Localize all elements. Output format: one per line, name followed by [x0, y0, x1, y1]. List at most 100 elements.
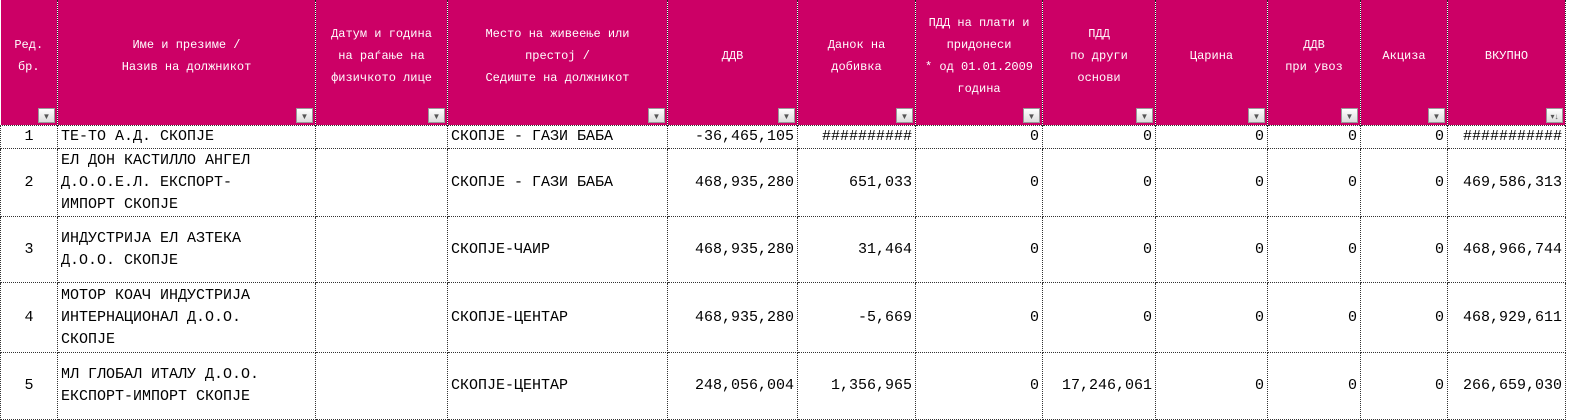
table-row: 2 ЕЛ ДОН КАСТИЛЛО АНГЕЛ Д.О.О.Е.Л. ЕКСПОР… [0, 148, 1566, 217]
filter-dropdown-button[interactable]: ▼ [296, 108, 313, 123]
cell-total[interactable]: 468,929,611 [1447, 282, 1566, 353]
header-label: Датум и година на раѓање на физичкото ли… [331, 26, 432, 85]
cell-profit-tax[interactable]: 31,464 [797, 216, 916, 283]
cell-pit-salaries[interactable]: 0 [915, 125, 1043, 149]
cell-pit-other[interactable]: 0 [1042, 282, 1156, 353]
cell-customs[interactable]: 0 [1155, 125, 1268, 149]
cell-profit-tax[interactable]: -5,669 [797, 282, 916, 353]
header-debtor-name: Име и презиме / Назив на должникот ▼ [57, 0, 316, 126]
cell-pit-other[interactable]: 0 [1042, 216, 1156, 283]
cell-profit-tax[interactable]: 1,356,965 [797, 352, 916, 420]
header-pit-other: ПДД по други основи ▼ [1042, 0, 1156, 126]
cell-customs[interactable]: 0 [1155, 148, 1268, 217]
cell-debtor-name[interactable]: ЕЛ ДОН КАСТИЛЛО АНГЕЛ Д.О.О.Е.Л. ЕКСПОРТ… [57, 148, 316, 217]
cell-debtor-name[interactable]: МЛ ГЛОБАЛ ИТАЛУ Д.О.О. ЕКСПОРТ-ИМПОРТ СК… [57, 352, 316, 420]
cell-customs[interactable]: 0 [1155, 352, 1268, 420]
cell-debtor-name[interactable]: МОТОР КОАЧ ИНДУСТРИЈА ИНТЕРНАЦИОНАЛ Д.О.… [57, 282, 316, 353]
header-profit-tax: Данок на добивка ▼ [797, 0, 916, 126]
cell-customs[interactable]: 0 [1155, 216, 1268, 283]
table-row: 3 ИНДУСТРИЈА ЕЛ АЗТЕКА Д.О.О. СКОПЈЕ СКОПЈ… [0, 216, 1566, 283]
cell-total[interactable]: 469,586,313 [1447, 148, 1566, 217]
header-label: ПДД на плати и придонеси * од 01.01.2009… [924, 15, 1034, 96]
cell-excise[interactable]: 0 [1360, 216, 1448, 283]
cell-import-vat[interactable]: 0 [1267, 216, 1361, 283]
cell-residence[interactable]: СКОПЈЕ-ЦЕНТАР [447, 352, 668, 420]
cell-vat[interactable]: 248,056,004 [667, 352, 798, 420]
cell-residence[interactable]: СКОПЈЕ - ГАЗИ БАБА [447, 148, 668, 217]
cell-profit-tax[interactable]: ########## [797, 125, 916, 149]
cell-row-number[interactable]: 3 [0, 216, 58, 283]
table-row: 4 МОТОР КОАЧ ИНДУСТРИЈА ИНТЕРНАЦИОНАЛ Д.О… [0, 282, 1566, 353]
filter-dropdown-button[interactable]: ▼ [38, 108, 55, 123]
table-row: 1 ТЕ-ТО А.Д. СКОПЈЕ СКОПЈЕ - ГАЗИ БАБА -36,… [0, 125, 1566, 149]
header-label: ДДВ [721, 48, 744, 63]
cell-vat[interactable]: 468,935,280 [667, 148, 798, 217]
filter-dropdown-button[interactable]: ▼ [1341, 108, 1358, 123]
cell-total[interactable]: 266,659,030 [1447, 352, 1566, 420]
filter-dropdown-button[interactable]: ▼ [1248, 108, 1265, 123]
header-excise: Акциза ▼ [1360, 0, 1448, 126]
cell-total[interactable]: 468,966,744 [1447, 216, 1566, 283]
header-label: ПДД по други основи [1070, 26, 1128, 85]
cell-pit-salaries[interactable]: 0 [915, 216, 1043, 283]
cell-customs[interactable]: 0 [1155, 282, 1268, 353]
cell-import-vat[interactable]: 0 [1267, 125, 1361, 149]
cell-birth-date[interactable] [315, 148, 448, 217]
filter-dropdown-button[interactable]: ▼ [648, 108, 665, 123]
header-vat: ДДВ ▼ [667, 0, 798, 126]
filter-dropdown-button[interactable]: ▼ [1136, 108, 1153, 123]
filter-dropdown-button[interactable]: ▼ [778, 108, 795, 123]
header-label: Ред. бр. [14, 37, 44, 74]
cell-pit-other[interactable]: 0 [1042, 148, 1156, 217]
cell-pit-salaries[interactable]: 0 [915, 282, 1043, 353]
filter-dropdown-button[interactable]: ▼ [1428, 108, 1445, 123]
cell-residence[interactable]: СКОПЈЕ - ГАЗИ БАБА [447, 125, 668, 149]
cell-residence[interactable]: СКОПЈЕ-ЧАИР [447, 216, 668, 283]
cell-import-vat[interactable]: 0 [1267, 352, 1361, 420]
header-birth-date: Датум и година на раѓање на физичкото ли… [315, 0, 448, 126]
cell-residence[interactable]: СКОПЈЕ-ЦЕНТАР [447, 282, 668, 353]
cell-profit-tax[interactable]: 651,033 [797, 148, 916, 217]
cell-birth-date[interactable] [315, 282, 448, 353]
header-residence: Место на живеење или престој / Седиште н… [447, 0, 668, 126]
cell-row-number[interactable]: 1 [0, 125, 58, 149]
cell-vat[interactable]: 468,935,280 [667, 282, 798, 353]
cell-pit-other[interactable]: 0 [1042, 125, 1156, 149]
filter-dropdown-button[interactable]: ▼ [896, 108, 913, 123]
cell-import-vat[interactable]: 0 [1267, 148, 1361, 217]
header-total: ВКУПНО ▾↓ [1447, 0, 1566, 126]
cell-import-vat[interactable]: 0 [1267, 282, 1361, 353]
cell-pit-other[interactable]: 17,246,061 [1042, 352, 1156, 420]
header-label: Царина [1189, 48, 1234, 63]
header-row-number: Ред. бр. ▼ [0, 0, 58, 126]
header-customs: Царина ▼ [1155, 0, 1268, 126]
cell-excise[interactable]: 0 [1360, 148, 1448, 217]
cell-total[interactable]: ########### [1447, 125, 1566, 149]
header-pit-salaries: ПДД на плати и придонеси * од 01.01.2009… [915, 0, 1043, 126]
cell-vat[interactable]: 468,935,280 [667, 216, 798, 283]
cell-birth-date[interactable] [315, 125, 448, 149]
cell-debtor-name[interactable]: ТЕ-ТО А.Д. СКОПЈЕ [57, 125, 316, 149]
cell-row-number[interactable]: 4 [0, 282, 58, 353]
header-label: ДДВ при увоз [1285, 37, 1343, 74]
header-label: Данок на добивка [827, 37, 886, 74]
cell-debtor-name[interactable]: ИНДУСТРИЈА ЕЛ АЗТЕКА Д.О.О. СКОПЈЕ [57, 216, 316, 283]
cell-birth-date[interactable] [315, 216, 448, 283]
cell-row-number[interactable]: 5 [0, 352, 58, 420]
filter-dropdown-button[interactable]: ▼ [428, 108, 445, 123]
cell-row-number[interactable]: 2 [0, 148, 58, 217]
cell-pit-salaries[interactable]: 0 [915, 148, 1043, 217]
header-label: Акциза [1382, 48, 1426, 63]
header-label: ВКУПНО [1484, 48, 1529, 63]
header-import-vat: ДДВ при увоз ▼ [1267, 0, 1361, 126]
filter-dropdown-button[interactable]: ▼ [1023, 108, 1040, 123]
cell-vat[interactable]: -36,465,105 [667, 125, 798, 149]
cell-excise[interactable]: 0 [1360, 125, 1448, 149]
sort-filter-button[interactable]: ▾↓ [1546, 108, 1563, 123]
cell-excise[interactable]: 0 [1360, 352, 1448, 420]
cell-birth-date[interactable] [315, 352, 448, 420]
table-row: 5 МЛ ГЛОБАЛ ИТАЛУ Д.О.О. ЕКСПОРТ-ИМПОРТ С… [0, 352, 1566, 420]
cell-pit-salaries[interactable]: 0 [915, 352, 1043, 420]
cell-excise[interactable]: 0 [1360, 282, 1448, 353]
